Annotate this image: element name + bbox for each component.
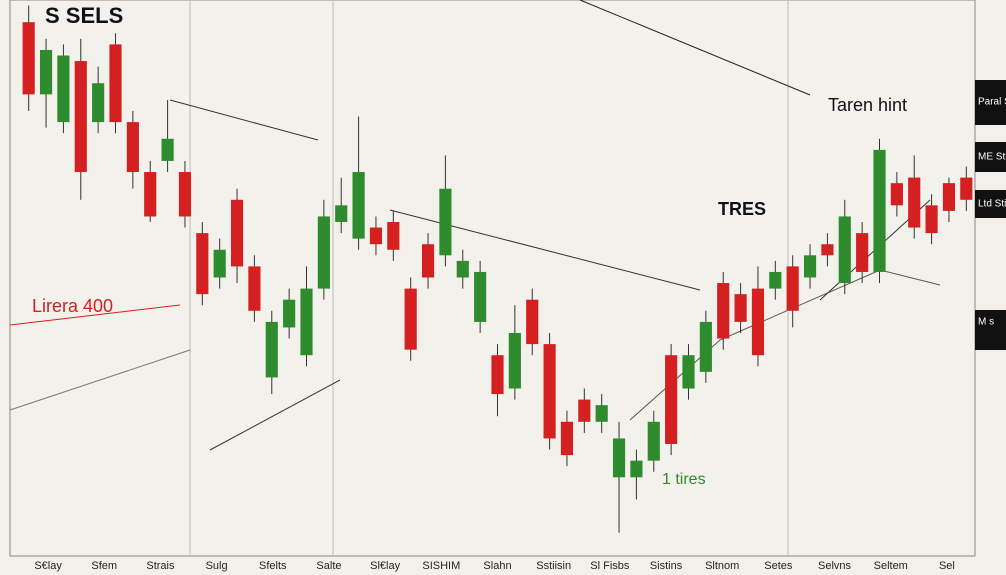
- x-tick-label: Sulg: [206, 560, 228, 572]
- side-label: Ltd Sti: [978, 199, 1006, 210]
- candle-body: [890, 183, 903, 206]
- candle-body: [439, 188, 452, 256]
- candle-body: [595, 405, 608, 422]
- side-box: [975, 142, 1006, 172]
- candle-body: [873, 149, 886, 272]
- x-tick-label: Sel: [939, 560, 955, 572]
- candle-body: [248, 266, 261, 311]
- candle-body: [682, 355, 695, 389]
- annotation: Taren hint: [828, 95, 907, 115]
- candle-body: [456, 260, 469, 278]
- annotation: 1 tires: [662, 471, 706, 488]
- candle-body: [491, 355, 504, 395]
- candle-body: [144, 172, 157, 217]
- candle-body: [803, 255, 817, 278]
- side-box: [975, 310, 1006, 350]
- candle-body: [369, 227, 383, 245]
- side-label: ME Sti: [978, 152, 1006, 163]
- candle-body: [734, 294, 747, 322]
- x-tick-label: Sltnom: [705, 560, 739, 572]
- candle-body: [474, 271, 487, 322]
- candle-body: [57, 55, 70, 123]
- candle-body: [786, 266, 799, 311]
- candle-body: [560, 421, 574, 456]
- x-tick-label: Seltem: [874, 560, 908, 572]
- x-tick-label: Sfem: [91, 560, 117, 572]
- candle-body: [908, 177, 921, 228]
- x-tick-label: Sistins: [650, 560, 683, 572]
- chart-title: S SELS: [45, 3, 123, 28]
- candle-body: [769, 271, 782, 289]
- x-tick-label: Salte: [316, 560, 341, 572]
- candle-body: [196, 233, 209, 295]
- candle-body: [421, 244, 435, 278]
- candle-body: [630, 460, 643, 478]
- candle-body: [230, 199, 244, 267]
- trend-line: [9, 349, 191, 411]
- candle-body: [699, 321, 712, 372]
- x-tick-label: Selvns: [818, 560, 852, 572]
- candle-body: [265, 321, 278, 378]
- candle-body: [821, 244, 834, 256]
- trend-line: [169, 99, 319, 141]
- candle-body: [161, 138, 174, 161]
- candle-body: [612, 438, 626, 478]
- candle-body: [508, 333, 521, 389]
- candle-body: [925, 205, 938, 234]
- annotation: TRES: [718, 199, 766, 219]
- candle-body: [856, 233, 869, 272]
- x-tick-label: SISHIM: [422, 560, 460, 572]
- candle-body: [335, 205, 348, 222]
- candle-body: [39, 49, 53, 95]
- annotation: Lirera 400: [32, 296, 113, 316]
- candle-body: [126, 122, 139, 173]
- side-label: M s: [978, 317, 994, 328]
- candle-body: [942, 183, 956, 211]
- candle-body: [838, 216, 851, 284]
- candle-body: [717, 283, 730, 339]
- trend-line: [9, 304, 181, 326]
- candle-body: [213, 249, 226, 278]
- x-tick-label: Sfelts: [259, 560, 287, 572]
- candle-body: [543, 344, 556, 439]
- x-tick-label: Sl Fisbs: [590, 560, 630, 572]
- x-tick-label: Sstiisin: [536, 560, 571, 572]
- x-tick-label: Strais: [146, 560, 175, 572]
- side-box: [975, 80, 1006, 125]
- candle-body: [317, 216, 330, 289]
- candle-body: [300, 288, 313, 356]
- candle-body: [283, 299, 296, 328]
- x-tick-label: Setes: [764, 560, 793, 572]
- side-label: Paral Sti: [978, 97, 1006, 108]
- candle-body: [751, 288, 765, 356]
- candle-body: [665, 355, 678, 444]
- candle-body: [387, 222, 400, 250]
- candle-body: [92, 83, 105, 123]
- candle-body: [960, 177, 973, 200]
- candle-body: [74, 61, 87, 173]
- x-tick-label: Slahn: [483, 560, 511, 572]
- trend-line: [579, 0, 811, 96]
- x-tick-label: S€lay: [34, 560, 62, 572]
- candle-body: [578, 399, 591, 422]
- candle-body: [404, 288, 417, 350]
- candle-body: [526, 299, 539, 345]
- candle-body: [647, 421, 660, 461]
- trend-line: [209, 379, 341, 451]
- candle-body: [352, 172, 365, 239]
- candle-body: [22, 22, 35, 95]
- side-box: [975, 190, 1006, 218]
- candle-body: [109, 44, 122, 123]
- plot-area: [9, 0, 976, 557]
- x-tick-label: Sl€lay: [370, 560, 400, 572]
- candle-body: [178, 172, 192, 217]
